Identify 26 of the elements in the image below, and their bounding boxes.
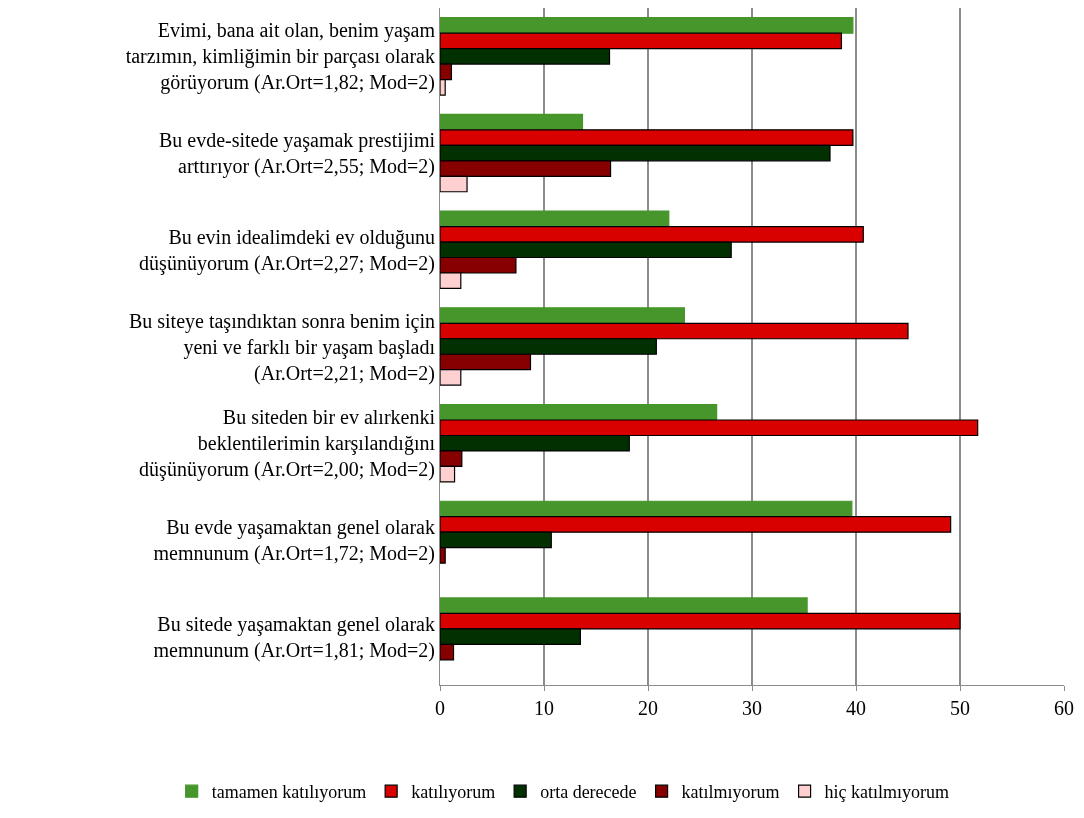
bar — [440, 307, 685, 324]
y-tick-label: Bu evde-sitede yaşamak prestijimi arttırıyor (Ar.Ort=2,55; Mod=2) — [158, 129, 436, 179]
legend-label: hiç katılmıyorum — [824, 782, 950, 803]
y-tick-label: Evimi, bana ait olan, benim yaşam tarzımın, kimliğimin bir parçası olarak görüyorum (Ar.Ort=1,82; Mod=2) — [125, 19, 436, 95]
y-tick-label: Bu evde yaşamaktan genel olarak memnunum (Ar.Ort=1,72; Mod=2) — [153, 515, 435, 565]
legend-label: katılmıyorum — [681, 782, 780, 803]
bar — [440, 17, 854, 34]
x-tick-label: 0 — [435, 697, 445, 719]
y-tick-label: Bu siteye taşındıktan sonra benim için yeni ve farklı bir yaşam başladı (Ar.Ort=2,21; Mod=2) — [128, 309, 436, 385]
legend-label: orta derecede — [540, 782, 637, 803]
bar — [440, 113, 584, 131]
x-tick-label: 10 — [534, 697, 554, 719]
legend-label: tamamen katılıyorum — [211, 782, 367, 803]
y-tick-label: Bu sitede yaşamaktan genel olarak memnunum (Ar.Ort=1,81; Mod=2) — [153, 612, 435, 662]
y-tick-label: Bu evin idealimdeki ev olduğunu düşünüyorum (Ar.Ort=2,27; Mod=2) — [139, 225, 435, 275]
legend-label: katılıyorum — [411, 782, 496, 803]
bar — [440, 210, 670, 228]
x-tick-label: 50 — [950, 697, 970, 719]
bar — [440, 500, 853, 518]
x-tick-label: 60 — [1054, 697, 1074, 719]
bar — [440, 597, 808, 615]
bar — [440, 403, 718, 421]
x-tick-label: 30 — [742, 697, 762, 719]
x-tick-label: 20 — [638, 697, 658, 719]
x-tick-label: 40 — [846, 697, 866, 719]
y-tick-label: Bu siteden bir ev alırkenki beklentilerimin karşılandığını düşünüyorum (Ar.Ort=2,00; Mod=2) — [139, 406, 436, 482]
